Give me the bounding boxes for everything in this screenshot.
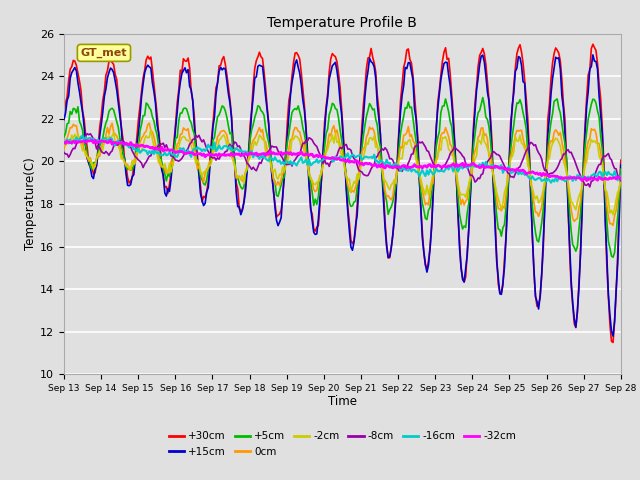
Legend: +30cm, +15cm, +5cm, 0cm, -2cm, -8cm, -16cm, -32cm: +30cm, +15cm, +5cm, 0cm, -2cm, -8cm, -16… <box>164 427 520 461</box>
-32cm <box>228 150 236 156</box>
-2cm <box>305 172 313 178</box>
+30cm <box>589 41 596 47</box>
-32cm <box>91 137 99 143</box>
-2cm <box>246 155 254 161</box>
-32cm <box>60 140 68 145</box>
0cm <box>609 222 617 228</box>
0cm <box>305 169 313 175</box>
+30cm <box>129 174 136 180</box>
-2cm <box>617 175 625 181</box>
+15cm <box>586 66 594 72</box>
-32cm <box>130 142 138 148</box>
Line: +30cm: +30cm <box>64 44 621 342</box>
+15cm <box>226 100 234 106</box>
-16cm <box>130 146 138 152</box>
+15cm <box>244 150 252 156</box>
-16cm <box>79 133 86 139</box>
-8cm <box>255 160 263 166</box>
+5cm <box>609 254 617 260</box>
0cm <box>246 150 254 156</box>
-2cm <box>129 157 136 163</box>
+15cm <box>60 117 68 122</box>
-16cm <box>228 147 236 153</box>
+15cm <box>254 63 262 69</box>
-8cm <box>60 150 68 156</box>
-16cm <box>246 152 254 157</box>
+30cm <box>226 96 234 102</box>
0cm <box>129 159 136 165</box>
+5cm <box>588 101 595 107</box>
-32cm <box>246 150 254 156</box>
0cm <box>145 120 153 126</box>
+30cm <box>244 149 252 155</box>
-2cm <box>255 132 263 138</box>
-8cm <box>305 135 313 141</box>
+15cm <box>129 174 136 180</box>
-16cm <box>60 139 68 145</box>
+30cm <box>254 54 262 60</box>
-2cm <box>228 150 236 156</box>
-32cm <box>583 178 591 183</box>
Text: GT_met: GT_met <box>81 48 127 58</box>
+15cm <box>617 162 625 168</box>
+5cm <box>129 167 136 172</box>
+5cm <box>617 166 625 172</box>
+15cm <box>609 333 617 339</box>
+30cm <box>586 67 594 73</box>
+30cm <box>60 111 68 117</box>
-8cm <box>586 184 594 190</box>
+5cm <box>479 95 486 100</box>
-16cm <box>305 156 313 162</box>
-8cm <box>228 144 236 150</box>
Line: -8cm: -8cm <box>64 134 621 187</box>
-32cm <box>255 152 263 157</box>
0cm <box>617 174 625 180</box>
+5cm <box>244 156 252 162</box>
-8cm <box>589 178 596 184</box>
Line: -32cm: -32cm <box>64 140 621 180</box>
Line: +5cm: +5cm <box>64 97 621 257</box>
Line: -16cm: -16cm <box>64 136 621 183</box>
+15cm <box>303 153 311 159</box>
0cm <box>255 125 263 131</box>
-32cm <box>617 176 625 182</box>
0cm <box>228 154 236 160</box>
+15cm <box>589 52 596 58</box>
-2cm <box>588 137 595 143</box>
Line: 0cm: 0cm <box>64 123 621 225</box>
Line: -2cm: -2cm <box>64 130 621 215</box>
-16cm <box>547 180 555 186</box>
0cm <box>60 146 68 152</box>
-8cm <box>130 151 138 157</box>
+30cm <box>303 147 311 153</box>
X-axis label: Time: Time <box>328 395 357 408</box>
+30cm <box>609 339 617 345</box>
Title: Temperature Profile B: Temperature Profile B <box>268 16 417 30</box>
Y-axis label: Temperature(C): Temperature(C) <box>24 157 37 251</box>
-8cm <box>617 178 625 184</box>
-2cm <box>60 142 68 148</box>
-16cm <box>255 156 263 162</box>
-8cm <box>246 164 254 170</box>
-32cm <box>589 176 596 181</box>
+30cm <box>617 157 625 163</box>
-32cm <box>305 153 313 158</box>
+5cm <box>254 103 262 108</box>
-2cm <box>147 127 155 132</box>
+5cm <box>60 134 68 140</box>
-16cm <box>589 172 596 178</box>
+5cm <box>303 156 311 161</box>
+5cm <box>226 131 234 137</box>
Line: +15cm: +15cm <box>64 55 621 336</box>
-8cm <box>83 131 91 137</box>
-16cm <box>617 173 625 179</box>
0cm <box>588 126 595 132</box>
-2cm <box>609 212 617 217</box>
